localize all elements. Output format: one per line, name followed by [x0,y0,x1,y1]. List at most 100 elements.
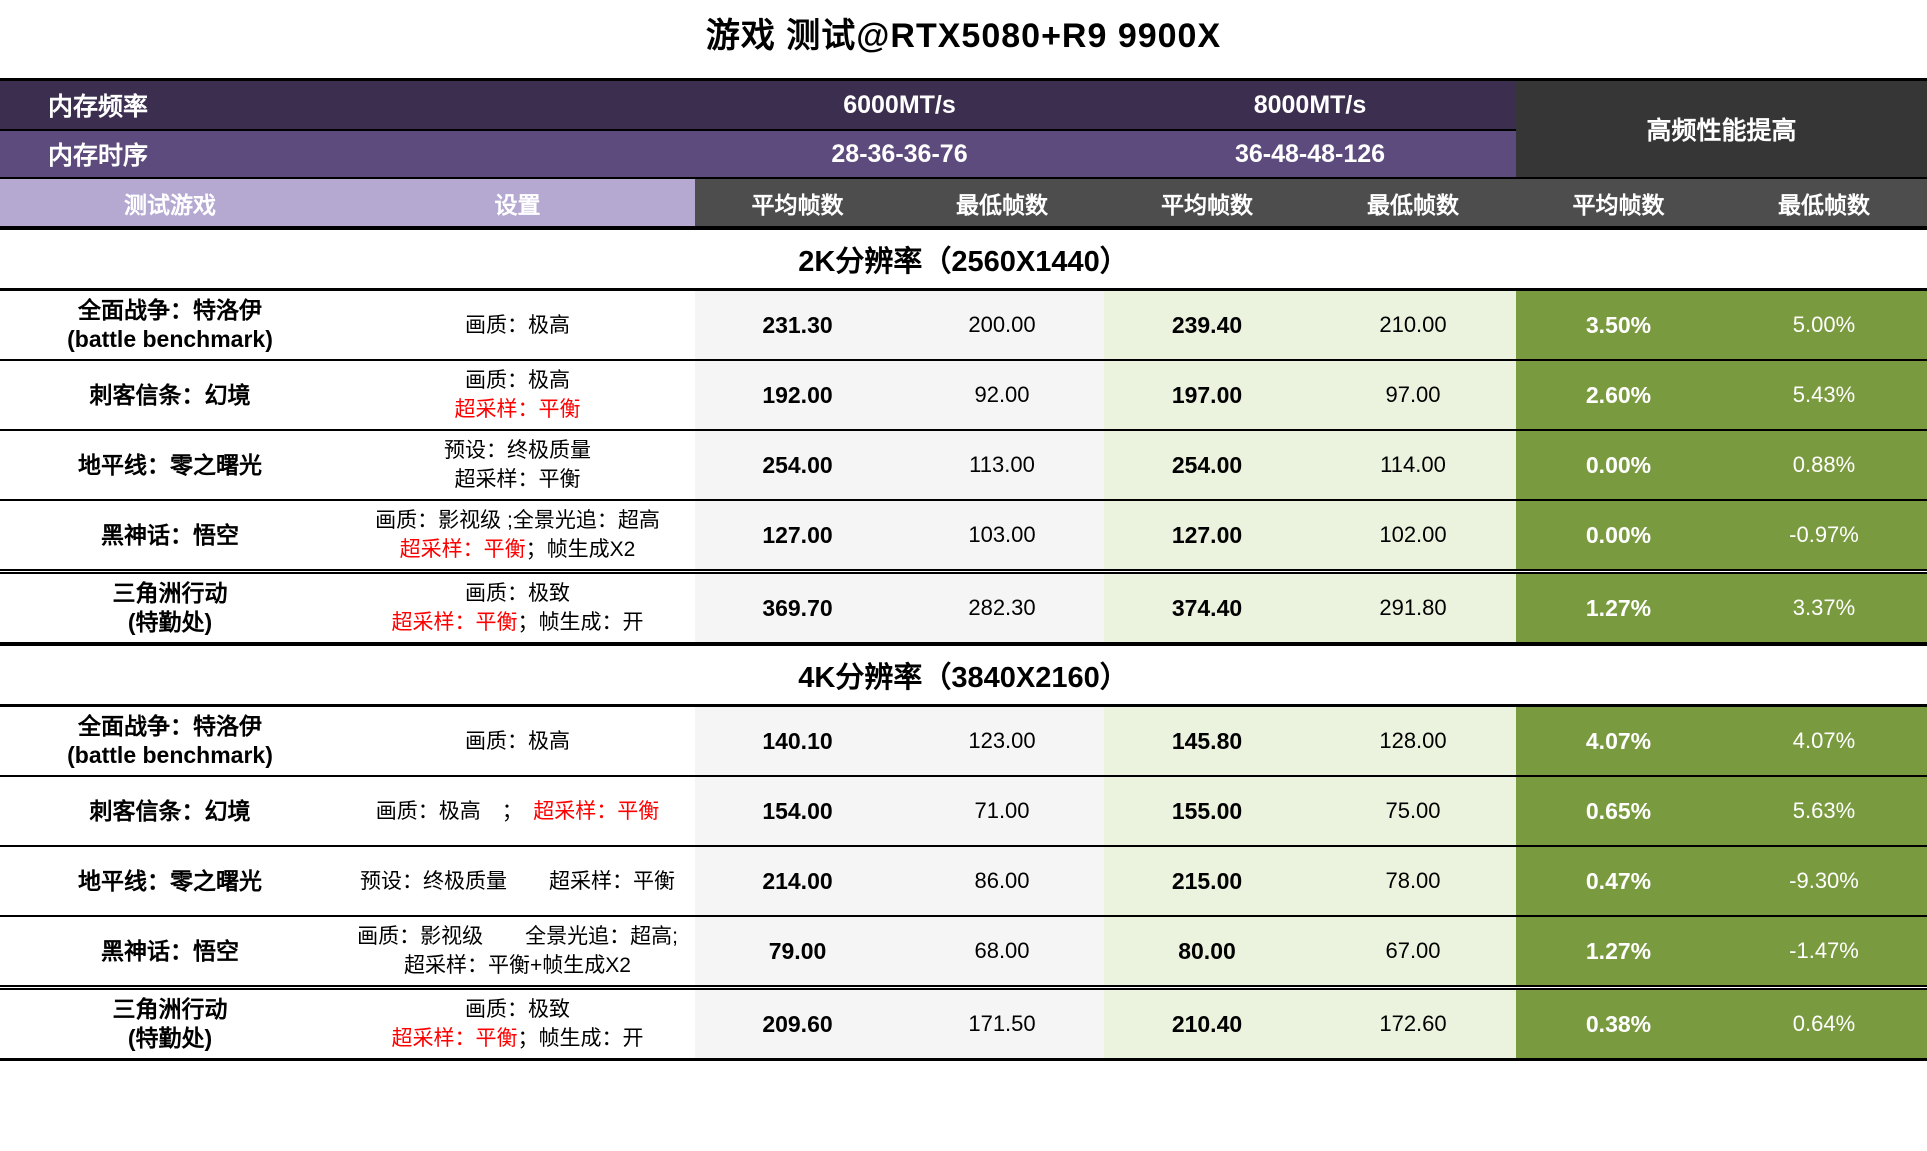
game-name-line: 刺客信条：幻境 [89,797,251,824]
column-header-row: 测试游戏 设置 平均帧数 最低帧数 平均帧数 最低帧数 [0,177,1516,226]
avg-gain-cell: 0.00% [1516,501,1721,569]
game-name: 地平线：零之曙光 [0,847,340,915]
settings-cell: 画质：极高 [340,291,695,359]
game-name-line: 刺客信条：幻境 [89,381,251,408]
avg-fps-8000-cell: 215.00 [1104,847,1310,915]
game-name-line: 全面战争：特洛伊 [78,297,262,323]
col-header-settings: 设置 [340,179,695,226]
min-gain-cell: 0.88% [1721,431,1927,499]
game-name: 全面战争：特洛伊 (battle benchmark) [0,707,340,775]
game-name: 黑神话：悟空 [0,501,340,569]
avg-fps-8000-cell: 197.00 [1104,361,1310,429]
benchmark-table: 内存频率 6000MT/s 8000MT/s 内存时序 28-36-36-76 … [0,78,1927,1061]
settings-text: 超采样：平衡 [399,538,526,561]
avg-fps-6000-cell: 154.00 [695,777,900,845]
min-gain-cell: 5.00% [1721,291,1927,359]
settings-text: 预设：终极质量 超采样：平衡 [360,869,675,893]
avg-fps-8000-cell: 80.00 [1104,917,1310,985]
game-name-line: (特勤处) [127,1025,213,1051]
settings-text: 超采样：平衡+帧生成X2 [404,954,631,977]
game-name: 地平线：零之曙光 [0,431,340,499]
min-fps-6000-cell: 103.00 [900,501,1104,569]
avg-fps-8000-cell: 127.00 [1104,501,1310,569]
settings-line: 超采样：平衡；帧生成：开 [392,608,644,637]
min-gain-cell: 3.37% [1721,574,1927,642]
min-gain-cell: 5.63% [1721,777,1927,845]
game-name-line: 全面战争：特洛伊 [78,713,262,739]
min-fps-6000-cell: 86.00 [900,847,1104,915]
game-name-line: 黑神话：悟空 [101,937,239,964]
min-fps-8000-cell: 75.00 [1310,777,1516,845]
settings-text: ；帧生成X2 [525,538,636,561]
table-row: 全面战争：特洛伊 (battle benchmark) 画质：极高 140.10 123… [0,707,1927,775]
settings-text: 超采样：平衡 [391,1027,518,1050]
timing-6000-header: 28-36-36-76 [695,131,1104,177]
table-row: 黑神话：悟空 画质：影视级 全景光追：超高; 超采样：平衡+帧生成X2 79.00 68… [0,915,1927,985]
min-fps-8000-cell: 172.60 [1310,990,1516,1058]
table-row: 刺客信条：幻境 画质：极高 ； 超采样：平衡 154.00 71.00 155.00 75… [0,775,1927,845]
avg-gain-cell: 4.07% [1516,707,1721,775]
avg-fps-8000-cell: 145.80 [1104,707,1310,775]
settings-line: 预设：终极质量 [444,436,591,465]
table-row: 地平线：零之曙光 预设：终极质量 超采样：平衡 214.00 86.00 215.00 7… [0,845,1927,915]
settings-line: 画质：极高 [465,311,570,340]
avg-gain-cell: 3.50% [1516,291,1721,359]
avg-fps-8000-cell: 155.00 [1104,777,1310,845]
col-header-avg-8000: 平均帧数 [1104,179,1310,226]
settings-line: 画质：影视级 全景光追：超高; [357,922,678,951]
avg-gain-cell: 1.27% [1516,917,1721,985]
min-fps-6000-cell: 171.50 [900,990,1104,1058]
col-header-avg-gain: 平均帧数 [1516,179,1721,226]
min-fps-8000-cell: 128.00 [1310,707,1516,775]
table-row: 地平线：零之曙光 预设：终极质量 超采样：平衡 254.00 113.00 254.00 1… [0,429,1927,499]
col-header-game: 测试游戏 [0,179,340,226]
settings-text: 画质：极高 [465,729,570,753]
settings-text: 画质：极高 [465,369,570,392]
settings-cell: 预设：终极质量 超采样：平衡 [340,847,695,915]
settings-line: 画质：影视级 ;全景光追：超高 [375,506,660,535]
min-gain-cell: 0.64% [1721,990,1927,1058]
min-fps-8000-cell: 97.00 [1310,361,1516,429]
table-row: 三角洲行动 (特勤处) 画质：极致 超采样：平衡；帧生成：开 209.60 171.50 2… [0,985,1927,1058]
game-name-line: 地平线：零之曙光 [78,867,262,894]
timing-8000-header: 36-48-48-126 [1104,131,1516,177]
min-fps-6000-cell: 68.00 [900,917,1104,985]
avg-fps-6000-cell: 231.30 [695,291,900,359]
avg-gain-cell: 1.27% [1516,574,1721,642]
min-fps-8000-cell: 78.00 [1310,847,1516,915]
settings-cell: 画质：极高超采样：平衡 [340,361,695,429]
game-name-line: 三角洲行动 [112,996,228,1022]
game-name: 刺客信条：幻境 [0,361,340,429]
settings-text: ；帧生成：开 [517,611,644,634]
settings-text: 超采样：平衡 [391,611,518,634]
min-fps-8000-cell: 114.00 [1310,431,1516,499]
table-body: 2K分辨率（2560X1440） 全面战争：特洛伊 (battle benchmar… [0,230,1927,1061]
game-name-line: (特勤处) [127,609,213,635]
settings-text: 画质：影视级 全景光追：超高; [357,925,678,948]
min-fps-6000-cell: 92.00 [900,361,1104,429]
avg-fps-6000-cell: 79.00 [695,917,900,985]
avg-fps-8000-cell: 374.40 [1104,574,1310,642]
settings-text: 超采样：平衡 [454,468,581,491]
min-gain-cell: -0.97% [1721,501,1927,569]
settings-line: 超采样：平衡 [455,395,581,424]
col-header-min-8000: 最低帧数 [1310,179,1516,226]
avg-gain-cell: 0.47% [1516,847,1721,915]
settings-line: 超采样：平衡+帧生成X2 [404,951,631,980]
settings-cell: 画质：极高 [340,707,695,775]
settings-line: 画质：极致 [465,995,570,1024]
table-row: 刺客信条：幻境 画质：极高 超采样：平衡 192.00 92.00 197.00 97.00… [0,359,1927,429]
min-fps-6000-cell: 123.00 [900,707,1104,775]
settings-line: 画质：极致 [465,579,570,608]
avg-fps-6000-cell: 209.60 [695,990,900,1058]
min-fps-8000-cell: 67.00 [1310,917,1516,985]
settings-text: 画质：极致 [465,998,570,1021]
settings-cell: 画质：极高 ； 超采样：平衡 [340,777,695,845]
table-row: 全面战争：特洛伊 (battle benchmark) 画质：极高 231.30 200… [0,291,1927,359]
settings-line: 画质：极高 [465,366,570,395]
game-name-line: 三角洲行动 [112,580,228,606]
min-fps-6000-cell: 282.30 [900,574,1104,642]
avg-gain-cell: 2.60% [1516,361,1721,429]
min-fps-6000-cell: 200.00 [900,291,1104,359]
settings-text: 画质：极高 [465,313,570,337]
